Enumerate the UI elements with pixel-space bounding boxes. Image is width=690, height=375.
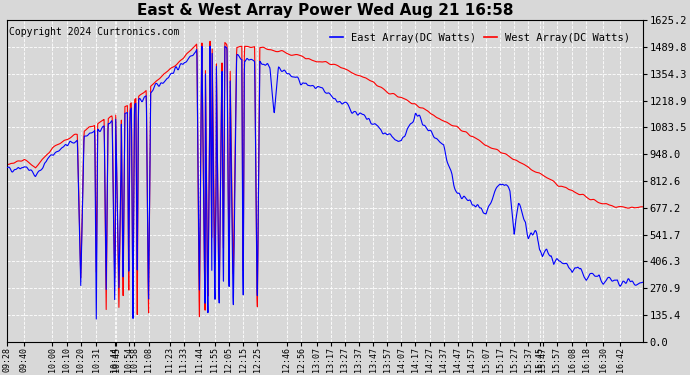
Legend: East Array(DC Watts), West Array(DC Watts): East Array(DC Watts), West Array(DC Watt… <box>326 29 634 47</box>
Text: Copyright 2024 Curtronics.com: Copyright 2024 Curtronics.com <box>8 27 179 37</box>
Title: East & West Array Power Wed Aug 21 16:58: East & West Array Power Wed Aug 21 16:58 <box>137 3 513 18</box>
